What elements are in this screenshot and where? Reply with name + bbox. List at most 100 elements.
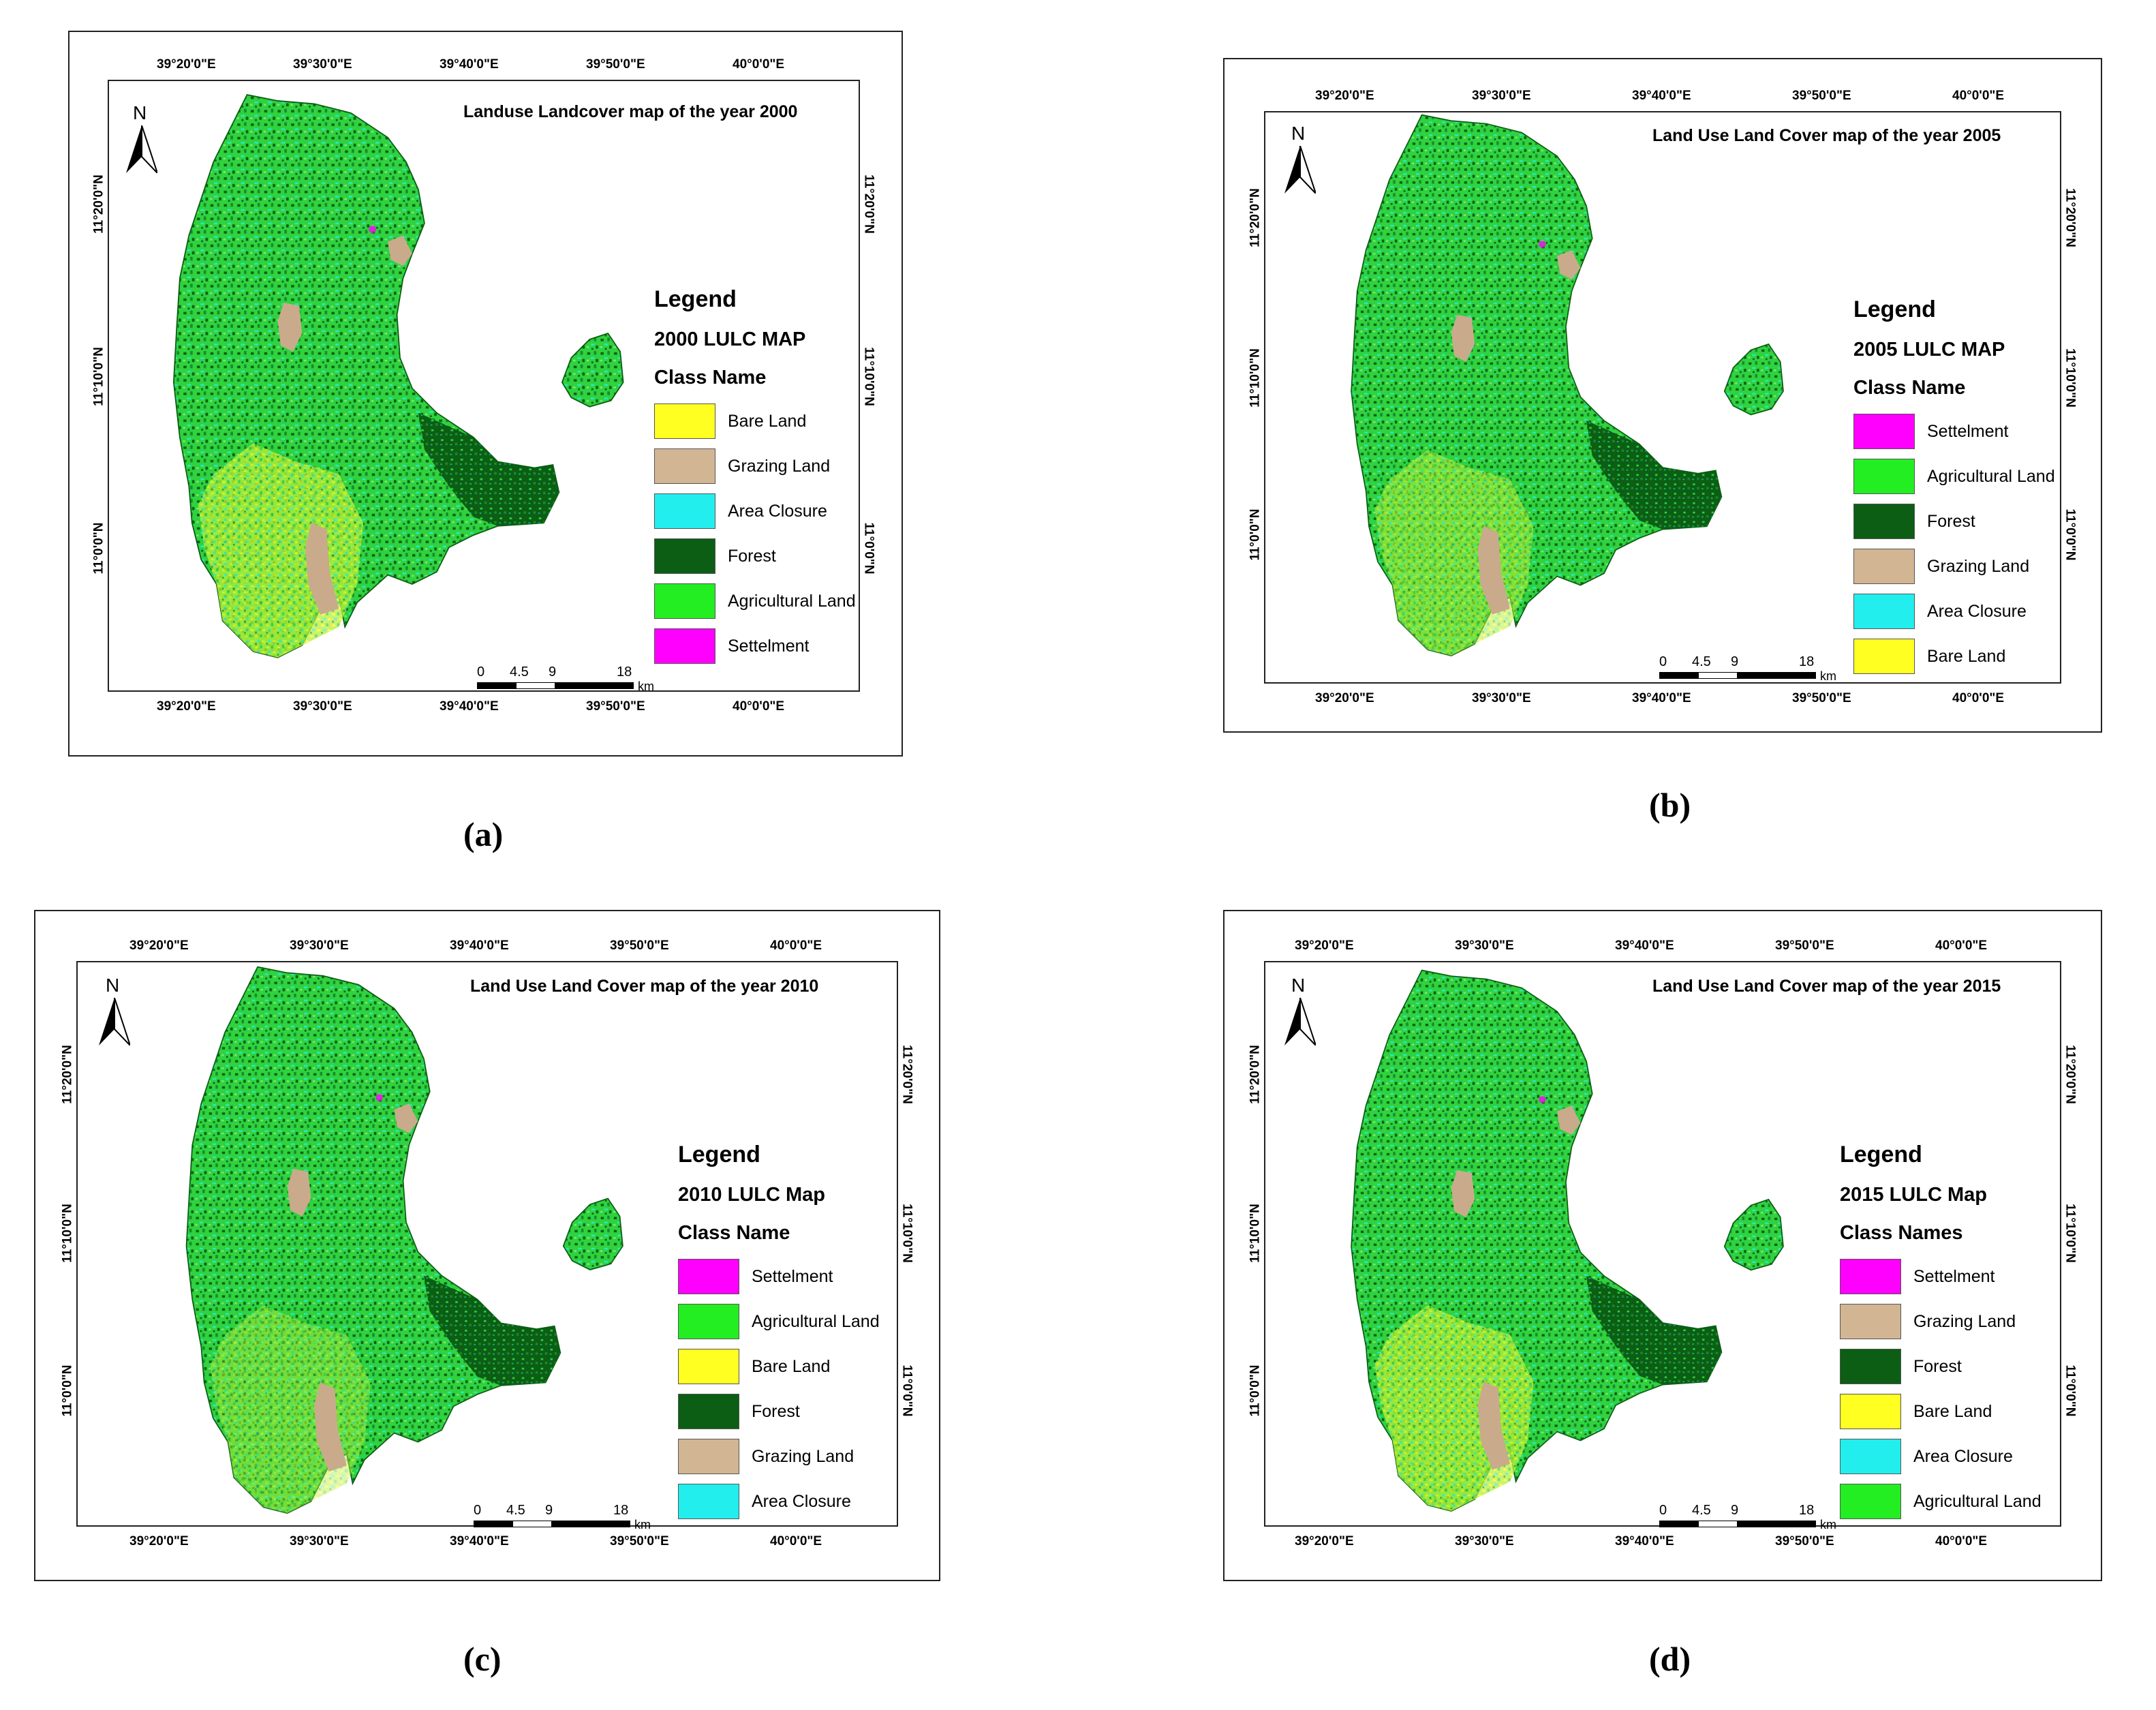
grazing-patch — [1477, 1381, 1510, 1470]
latitude-tick-label: 11°20'0"N — [1248, 1045, 1263, 1104]
legend-label: Forest — [1927, 512, 1975, 531]
legend-swatch — [654, 628, 715, 664]
legend-swatch — [654, 583, 715, 619]
eastern-exclave — [1723, 343, 1784, 416]
map-panel-d: 39°20'0"E 39°20'0"E 39°30'0"E 39°30'0"E 39°4… — [1223, 910, 2102, 1581]
scale-label: 18 — [613, 1503, 629, 1518]
legend-class-heading: Class Name — [678, 1222, 790, 1244]
scale-label: 0 — [1659, 654, 1667, 669]
forest-area — [424, 1275, 561, 1386]
longitude-tick-label: 39°50'0"E — [1792, 691, 1851, 705]
grazing-patch — [287, 1168, 311, 1217]
longitude-tick-label: 39°50'0"E — [586, 699, 645, 714]
forest-area — [1586, 421, 1722, 530]
legend-swatch — [678, 1484, 739, 1519]
legend-swatch — [1840, 1304, 1901, 1339]
legend-swatch — [1840, 1349, 1901, 1384]
legend-swatch — [678, 1259, 739, 1294]
legend-label: Bare Land — [728, 412, 807, 431]
legend-label: Bare Land — [1927, 647, 2006, 666]
longitude-tick-label: 39°50'0"E — [586, 57, 645, 72]
latitude-tick-label: 11°10'0"N — [1248, 348, 1263, 408]
scale-label: 9 — [545, 1503, 553, 1518]
scale-label: 9 — [1731, 1503, 1739, 1518]
map-neatline — [108, 80, 860, 692]
latitude-tick-label: 11°20'0"N — [1248, 188, 1263, 247]
southern-area — [1374, 1305, 1534, 1512]
longitude-tick-label: 39°20'0"E — [129, 938, 189, 953]
longitude-tick-label: 40°0'0"E — [1935, 938, 1988, 953]
legend-swatch — [654, 448, 715, 484]
scale-label: 0 — [474, 1503, 482, 1518]
longitude-tick-label: 39°30'0"E — [1472, 691, 1531, 705]
longitude-tick-label: 40°0'0"E — [770, 1534, 822, 1548]
longitude-tick-label: 39°40'0"E — [440, 57, 499, 72]
scale-label: 4.5 — [1692, 654, 1711, 669]
forest-area — [418, 412, 559, 526]
longitude-tick-label: 39°50'0"E — [1792, 89, 1851, 103]
legend-label: Agricultural Land — [728, 592, 856, 611]
forest-area — [1586, 1276, 1722, 1385]
longitude-tick-label: 39°50'0"E — [1775, 1534, 1834, 1548]
caption-c: (c) — [463, 1640, 502, 1678]
latitude-tick-label: 11°0'0"N — [2063, 508, 2078, 561]
legend-subtitle: 2010 LULC Map — [678, 1184, 825, 1206]
longitude-tick-label: 39°50'0"E — [610, 1534, 669, 1548]
latitude-tick-label: 11°10'0"N — [60, 1204, 75, 1263]
longitude-tick-label: 39°40'0"E — [450, 1534, 509, 1548]
longitude-tick-label: 39°20'0"E — [129, 1534, 189, 1548]
latitude-tick-label: 11°20'0"N — [899, 1045, 914, 1104]
latitude-tick-label: 11°0'0"N — [1248, 508, 1263, 561]
legend-swatch — [1853, 414, 1915, 449]
map-panel-b: 39°20'0"E 39°20'0"E 39°30'0"E 39°30'0"E 39°4… — [1223, 58, 2102, 733]
scale-label: 9 — [549, 665, 557, 680]
scale-bar: 0 4.5 9 18 km — [1659, 654, 1843, 683]
legend-swatch — [1840, 1259, 1901, 1294]
latitude-tick-label: 11°0'0"N — [60, 1364, 75, 1417]
north-label: N — [133, 102, 147, 123]
longitude-tick-label: 40°0'0"E — [1935, 1534, 1988, 1548]
scale-label: 0 — [477, 665, 485, 680]
scale-label: 0 — [1659, 1503, 1667, 1518]
scale-label: 18 — [1799, 654, 1815, 669]
latitude-tick-label: 11°10'0"N — [1248, 1204, 1263, 1263]
legend-label: Area Closure — [1927, 602, 2027, 621]
map-panel-c: 39°20'0"E 39°20'0"E 39°30'0"E 39°30'0"E 39°4… — [34, 910, 940, 1581]
map-neatline — [1264, 111, 2061, 684]
north-label: N — [106, 975, 120, 996]
north-label: N — [1291, 123, 1306, 144]
latitude-tick-label: 11°20'0"N — [91, 174, 106, 234]
map-title: Land Use Land Cover map of the year 2015 — [1652, 977, 2001, 996]
lulc-map-image — [1351, 114, 1784, 656]
southern-area — [1374, 450, 1534, 656]
scale-label: 4.5 — [510, 665, 529, 680]
legend-label: Area Closure — [752, 1492, 851, 1511]
latitude-tick-label: 11°10'0"N — [861, 347, 876, 406]
longitude-tick-label: 40°0'0"E — [733, 57, 785, 72]
legend-label: Grazing Land — [1913, 1312, 2016, 1331]
settlement-patch — [369, 226, 376, 233]
legend-swatch — [678, 1349, 739, 1384]
eastern-exclave — [1723, 1198, 1784, 1271]
longitude-tick-label: 39°50'0"E — [610, 938, 669, 953]
longitude-tick-label: 39°40'0"E — [450, 938, 509, 953]
caption-d: (d) — [1649, 1640, 1691, 1678]
map-frame — [34, 910, 940, 1581]
longitude-tick-label: 39°20'0"E — [1315, 691, 1374, 705]
legend-swatch — [1840, 1484, 1901, 1519]
scale-bar: 0 4.5 9 18 km — [1659, 1503, 1843, 1531]
legend-label: Agricultural Land — [752, 1312, 880, 1331]
legend-label: Settelment — [1913, 1267, 1995, 1286]
settlement-patch — [375, 1094, 383, 1101]
latitude-tick-label: 11°0'0"N — [91, 522, 106, 575]
map-frame — [1223, 910, 2102, 1581]
eastern-exclave — [561, 332, 624, 408]
longitude-tick-label: 39°40'0"E — [1632, 89, 1691, 103]
legend-label: Forest — [728, 547, 776, 566]
scale-label: 9 — [1731, 654, 1739, 669]
latitude-tick-label: 11°0'0"N — [1248, 1364, 1263, 1417]
legend-heading: Legend — [1853, 296, 1936, 322]
longitude-tick-label: 39°20'0"E — [157, 699, 216, 714]
legend-swatch — [1840, 1439, 1901, 1474]
legend-label: Agricultural Land — [1927, 467, 2055, 486]
